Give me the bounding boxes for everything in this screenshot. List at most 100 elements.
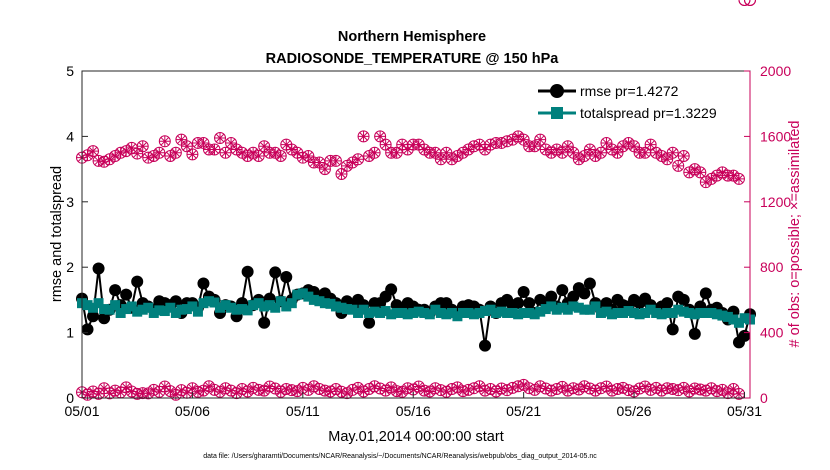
assimilated-cross-point — [175, 384, 187, 396]
y-left-tick-label: 5 — [66, 63, 74, 79]
assimilated-cross-point — [258, 385, 270, 397]
possible-cross-point — [705, 173, 717, 185]
totalspread-point — [733, 317, 744, 328]
assimilated-cross-point — [242, 385, 254, 397]
rmse-point — [385, 283, 398, 296]
possible-cross-point — [380, 139, 392, 151]
totalspread-point — [132, 306, 143, 317]
assimilated-circle-point — [738, 0, 751, 6]
totalspread-point — [645, 304, 656, 315]
possible-cross-point — [164, 150, 176, 162]
rmse-point — [578, 287, 591, 300]
possible-cross-point — [363, 150, 375, 162]
totalspread-point — [308, 294, 319, 305]
possible-cross-point — [584, 143, 596, 155]
totalspread-point — [640, 307, 651, 318]
possible-cross-point — [242, 150, 254, 162]
totalspread-point — [430, 304, 441, 315]
assimilated-cross-point — [159, 381, 171, 393]
x-tick-label: 05/21 — [506, 403, 541, 419]
y-right-tick-label: 400 — [760, 325, 784, 341]
assimilated-cross-point — [341, 387, 353, 399]
possible-cross-point — [159, 135, 171, 147]
assimilated-cross-point — [275, 386, 287, 398]
totalspread-point — [441, 309, 452, 320]
totalspread-point — [215, 302, 226, 313]
possible-cross-point — [694, 166, 706, 178]
assimilated-cross-point — [82, 389, 94, 401]
y-right-tick-label: 1200 — [760, 194, 791, 210]
totalspread-point — [292, 289, 303, 300]
possible-cross-point — [595, 147, 607, 159]
possible-cross-point — [175, 134, 187, 146]
possible-cross-point — [170, 147, 182, 159]
rmse-point — [131, 275, 144, 288]
totalspread-point — [148, 307, 159, 318]
totalspread-point — [662, 307, 673, 318]
assimilated-cross-point — [716, 384, 728, 396]
possible-cross-point — [512, 130, 524, 142]
possible-cross-point — [645, 139, 657, 151]
assimilated-cross-point — [164, 385, 176, 397]
totalspread-point — [446, 307, 457, 318]
assimilated-circle-point — [744, 0, 756, 6]
totalspread-point — [540, 304, 551, 315]
totalspread-point — [82, 300, 93, 311]
possible-cross-point — [231, 143, 243, 155]
assimilated-cross-point — [186, 382, 198, 394]
possible-cross-point — [236, 147, 248, 159]
totalspread-point — [502, 307, 513, 318]
totalspread-point — [468, 309, 479, 320]
assimilated-cross-point — [490, 385, 502, 397]
possible-cross-point — [335, 168, 347, 180]
totalspread-point — [303, 291, 314, 302]
totalspread-point — [546, 301, 557, 312]
possible-cross-point — [402, 143, 414, 155]
totalspread-point — [397, 307, 408, 318]
rmse-point — [363, 316, 376, 329]
totalspread-point — [209, 297, 220, 308]
rmse-point — [688, 327, 701, 340]
possible-cross-point — [473, 139, 485, 151]
possible-cross-point — [562, 140, 574, 152]
possible-cross-point — [700, 176, 712, 188]
assimilated-cross-point — [225, 385, 237, 397]
possible-cross-point — [672, 160, 684, 172]
rmse-point — [258, 316, 271, 329]
totalspread-point — [336, 302, 347, 313]
y-right-tick-label: 800 — [760, 259, 784, 275]
possible-cross-point — [678, 150, 690, 162]
assimilated-cross-point — [589, 385, 601, 397]
totalspread-point — [513, 309, 524, 320]
possible-cross-point — [656, 150, 668, 162]
totalspread-point — [491, 307, 502, 318]
rmse-point — [280, 271, 293, 284]
assimilated-cross-point — [220, 382, 232, 394]
possible-cross-point — [358, 130, 370, 142]
totalspread-point — [667, 307, 678, 318]
possible-cross-point — [280, 139, 292, 151]
possible-cross-point — [628, 140, 640, 152]
x-tick-label: 05/31 — [727, 403, 762, 419]
rmse-point — [109, 284, 122, 297]
totalspread-point — [485, 304, 496, 315]
legend-spread-marker — [551, 107, 563, 119]
assimilated-cross-point — [181, 387, 193, 399]
assimilated-cross-point — [308, 380, 320, 392]
totalspread-point — [557, 302, 568, 313]
assimilated-cross-point — [407, 383, 419, 395]
totalspread-point — [656, 309, 667, 320]
legend-rmse-label: rmse pr=1.4272 — [580, 83, 679, 99]
possible-cross-point — [120, 145, 132, 157]
totalspread-point — [739, 313, 750, 324]
assimilated-cross-point — [170, 389, 182, 401]
possible-cross-point — [330, 155, 342, 167]
totalspread-point — [275, 296, 286, 307]
assimilated-cross-point — [727, 383, 739, 395]
assimilated-cross-point — [485, 383, 497, 395]
assimilated-cross-point — [197, 385, 209, 397]
possible-cross-point — [82, 149, 94, 161]
assimilated-cross-point — [639, 381, 651, 393]
totalspread-point — [573, 302, 584, 313]
